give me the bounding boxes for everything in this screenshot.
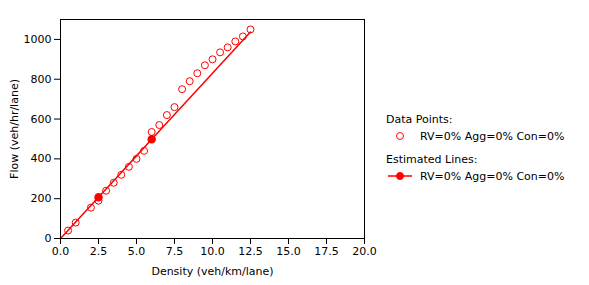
svg-text:17.5: 17.5 — [314, 245, 339, 258]
svg-text:1000: 1000 — [24, 33, 52, 46]
svg-text:10.0: 10.0 — [200, 245, 225, 258]
html-text:Data Points:: Data Points: — [386, 112, 453, 126]
svg-text:Flow (veh/hr/lane): Flow (veh/hr/lane) — [8, 79, 21, 179]
svg-text:200: 200 — [31, 192, 52, 205]
svg-text:2.5: 2.5 — [90, 245, 108, 258]
html-text:RV=0% Agg=0% Con=0%: RV=0% Agg=0% Con=0% — [420, 129, 565, 143]
svg-text:0: 0 — [45, 232, 52, 245]
svg-text:15.0: 15.0 — [276, 245, 301, 258]
html-text:RV=0% Agg=0% Con=0%: RV=0% Agg=0% Con=0% — [420, 169, 565, 183]
svg-text:600: 600 — [31, 113, 52, 126]
svg-text:20.0: 20.0 — [352, 245, 377, 258]
svg-text:12.5: 12.5 — [238, 245, 263, 258]
svg-text:400: 400 — [31, 152, 52, 165]
svg-text:5.0: 5.0 — [128, 245, 146, 258]
svg-text:0.0: 0.0 — [52, 245, 70, 258]
html-text:Estimated Lines:: Estimated Lines: — [386, 152, 478, 166]
svg-text:7.5: 7.5 — [166, 245, 184, 258]
svg-text:Density (veh/km/lane): Density (veh/km/lane) — [151, 265, 273, 278]
svg-text:800: 800 — [31, 73, 52, 86]
